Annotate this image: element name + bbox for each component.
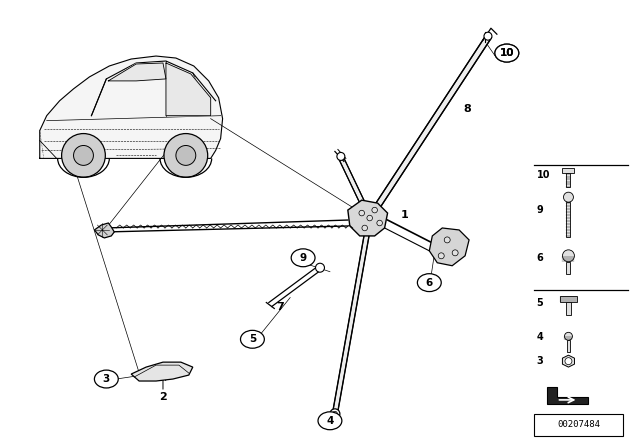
Text: 1: 1 [401,210,408,220]
Polygon shape [108,63,166,81]
Circle shape [452,250,458,256]
Circle shape [316,263,324,272]
Circle shape [330,409,340,419]
Text: 10: 10 [500,48,514,58]
Circle shape [563,192,573,202]
Bar [566,262,570,274]
Circle shape [332,411,337,416]
Circle shape [362,225,367,231]
Circle shape [359,210,365,216]
Ellipse shape [495,44,519,62]
Circle shape [484,32,492,40]
Circle shape [74,146,93,165]
Circle shape [563,250,575,262]
Circle shape [337,152,345,160]
Bar [563,168,575,173]
Polygon shape [348,200,388,236]
Text: 3: 3 [537,356,543,366]
Polygon shape [95,223,115,238]
Bar [534,414,623,435]
Text: 5: 5 [537,297,543,307]
Ellipse shape [241,330,264,348]
Text: 6: 6 [537,253,543,263]
Bar [566,302,571,315]
Text: 10: 10 [537,170,550,180]
Polygon shape [338,155,372,219]
Circle shape [367,215,372,221]
Polygon shape [367,34,492,220]
Circle shape [164,134,208,177]
Text: 2: 2 [159,392,167,402]
Text: 4: 4 [326,416,333,426]
Text: 8: 8 [463,104,471,114]
Polygon shape [332,218,372,414]
Circle shape [61,134,106,177]
Circle shape [176,146,196,165]
Circle shape [444,237,450,243]
Polygon shape [131,362,193,381]
Circle shape [377,220,383,226]
Text: 6: 6 [426,278,433,288]
Polygon shape [547,387,588,404]
Text: 9: 9 [300,253,307,263]
Bar [566,173,570,187]
Bar [566,202,570,237]
Circle shape [438,253,444,259]
Text: 4: 4 [537,332,543,342]
Ellipse shape [95,370,118,388]
Ellipse shape [417,274,441,292]
Polygon shape [429,228,469,266]
Ellipse shape [291,249,315,267]
Ellipse shape [495,44,519,62]
Text: 7: 7 [276,302,284,312]
Bar [567,340,570,352]
Circle shape [372,207,378,213]
Circle shape [564,332,572,340]
Polygon shape [563,355,575,367]
Ellipse shape [318,412,342,430]
Circle shape [565,358,572,365]
Polygon shape [166,63,211,116]
Polygon shape [40,56,223,159]
Text: 5: 5 [249,334,256,344]
Text: 3: 3 [102,374,110,384]
Text: 10: 10 [500,48,514,58]
Text: 9: 9 [537,205,543,215]
Text: 00207484: 00207484 [557,420,600,429]
Bar [559,296,577,302]
